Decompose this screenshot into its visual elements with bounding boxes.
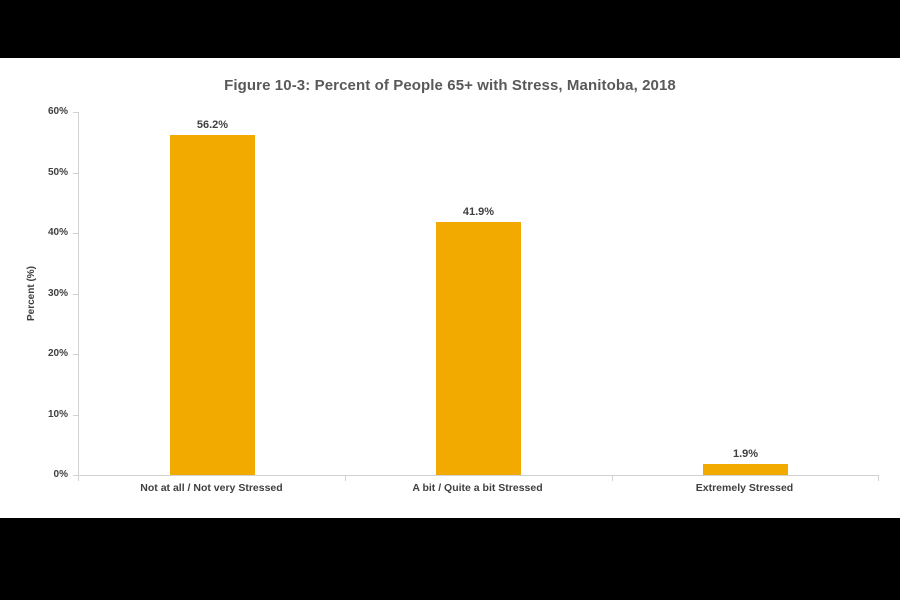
- plot-area: 56.2% 41.9% 1.9%: [73, 112, 879, 481]
- bar: [703, 463, 788, 475]
- chart-title: Figure 10-3: Percent of People 65+ with …: [224, 77, 676, 94]
- x-tick-mark: [345, 476, 346, 481]
- x-tick-mark: [612, 476, 613, 481]
- y-tick-mark: [73, 475, 78, 476]
- x-tick-mark: [78, 476, 79, 481]
- y-tick-label: 20%: [47, 348, 68, 359]
- y-tick-label: 60%: [47, 106, 68, 117]
- bar-value-label: 41.9%: [462, 205, 495, 218]
- y-axis-tick-labels: 0% 10% 20% 30% 40% 50% 60%: [0, 106, 68, 480]
- x-axis-category-labels: Not at all / Not very Stressed A bit / Q…: [78, 482, 878, 498]
- bar-group: 1.9%: [612, 447, 879, 475]
- y-tick-label: 30%: [47, 287, 68, 299]
- y-tick-mark: [73, 233, 78, 234]
- x-tick-mark: [878, 476, 879, 481]
- y-tick-label: 50%: [47, 166, 68, 178]
- x-category-label: Extremely Stressed: [695, 482, 794, 494]
- bar-group: 41.9%: [345, 205, 612, 475]
- y-tick-mark: [73, 293, 78, 295]
- x-category-label: Not at all / Not very Stressed: [140, 482, 283, 494]
- bar-group: 56.2%: [79, 119, 346, 475]
- y-tick-mark: [73, 172, 78, 174]
- y-tick-label: 0%: [53, 469, 68, 480]
- bar: [436, 221, 521, 475]
- y-tick-mark: [73, 112, 78, 113]
- bar-value-label: 56.2%: [196, 119, 229, 131]
- bar: [170, 135, 255, 475]
- chart-canvas: Figure 10-3: Percent of People 65+ with …: [0, 58, 900, 518]
- y-tick-mark: [73, 354, 78, 355]
- x-category-label: A bit / Quite a bit Stressed: [412, 482, 543, 494]
- y-tick-label: 40%: [47, 227, 68, 238]
- bar-value-label: 1.9%: [732, 447, 759, 460]
- y-tick-mark: [73, 414, 78, 416]
- y-tick-label: 10%: [47, 408, 68, 420]
